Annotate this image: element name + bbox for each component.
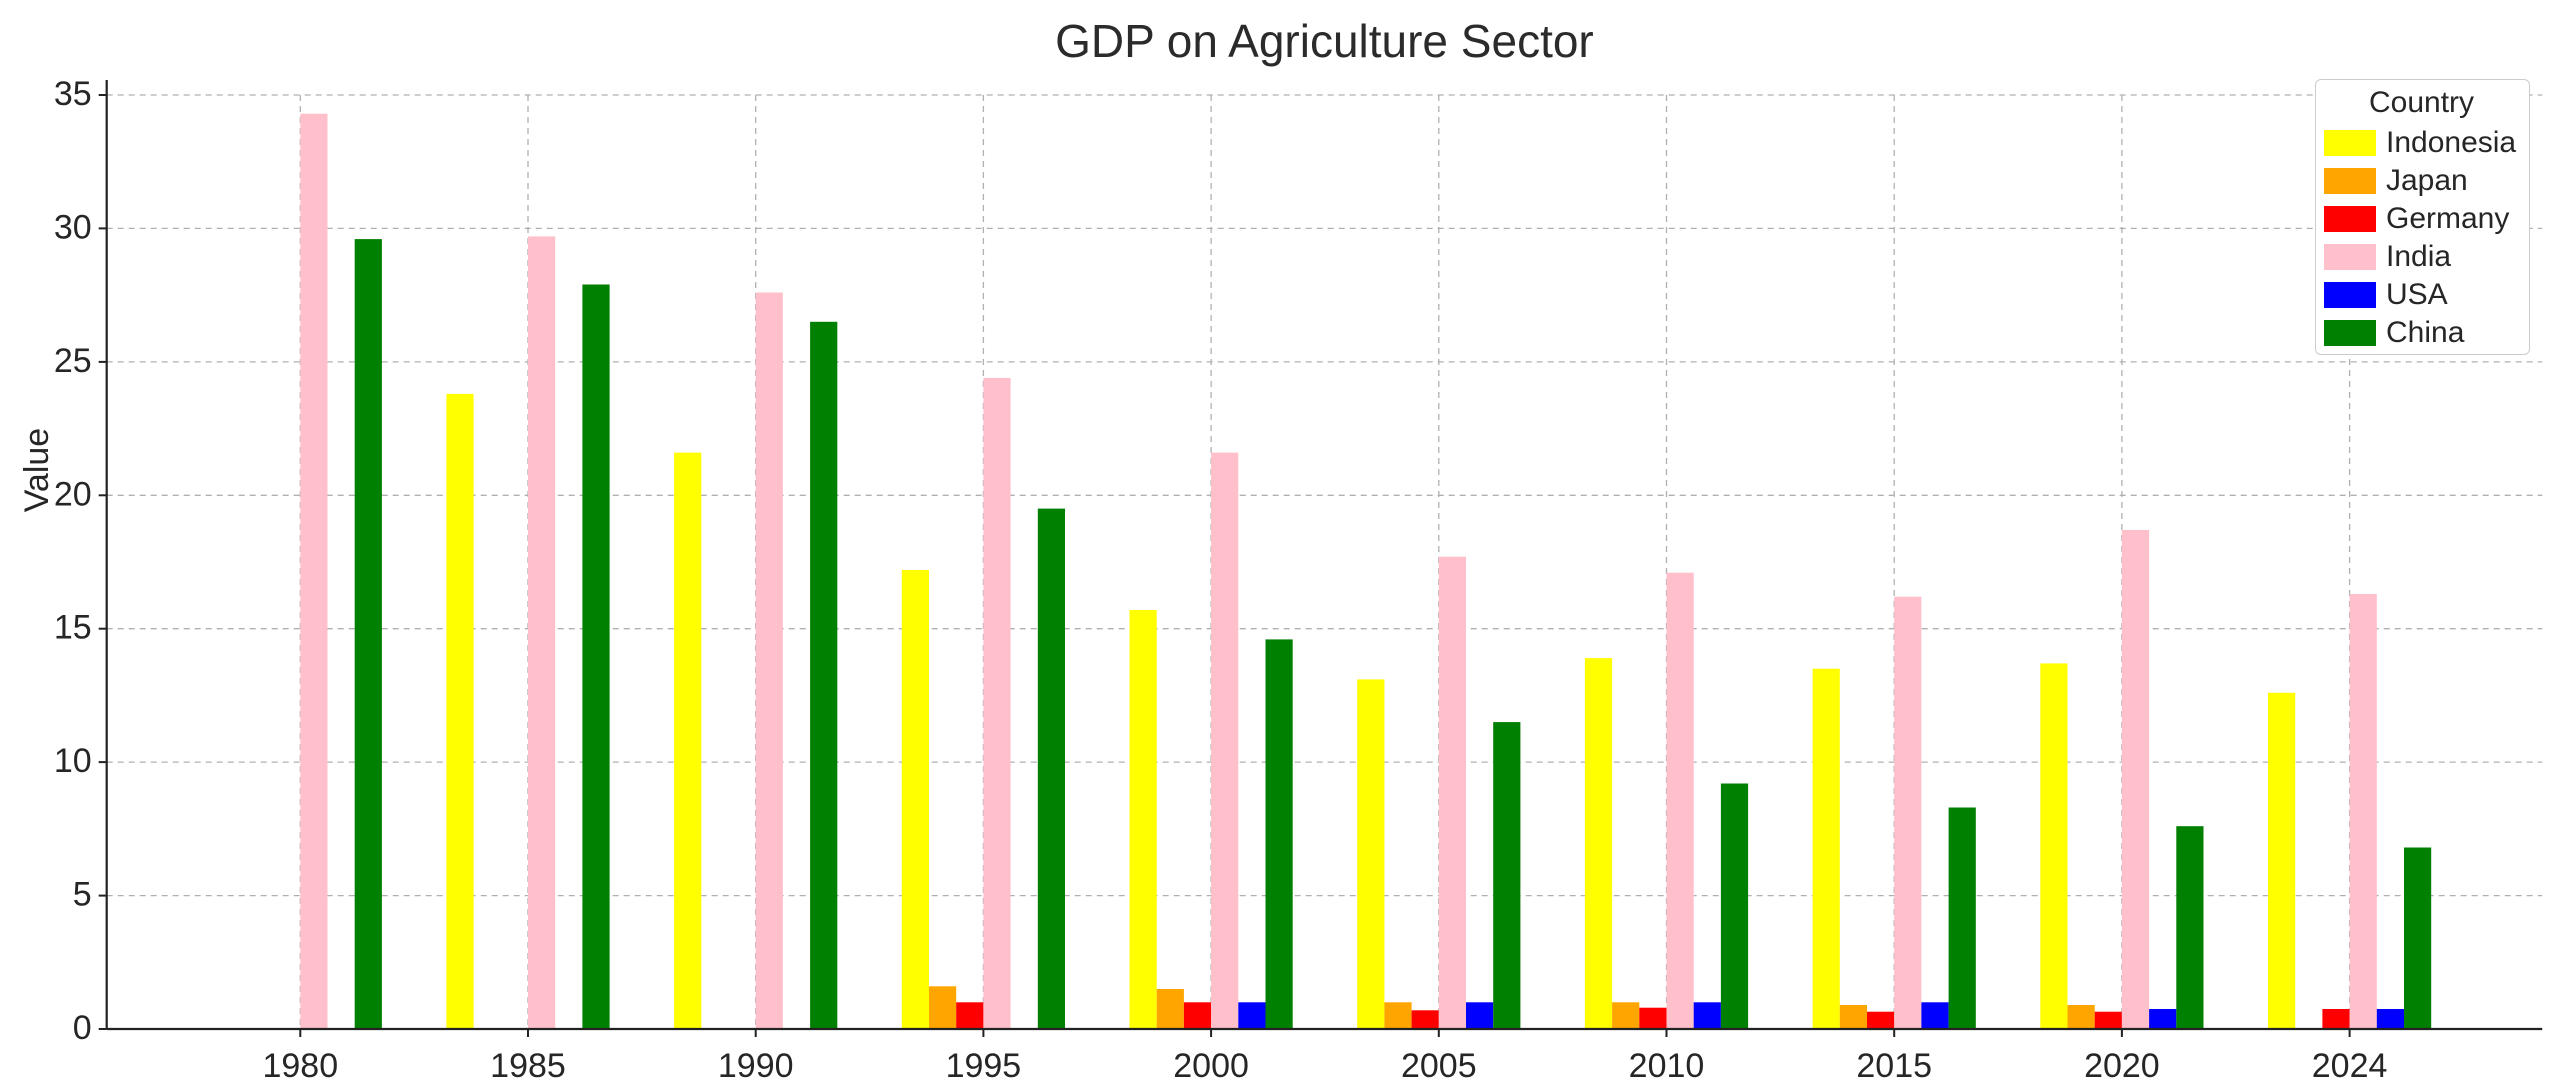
svg-text:2000: 2000 bbox=[1173, 1047, 1249, 1085]
svg-text:2005: 2005 bbox=[1401, 1047, 1477, 1085]
svg-text:2010: 2010 bbox=[1629, 1047, 1705, 1085]
svg-text:35: 35 bbox=[54, 75, 92, 113]
svg-text:30: 30 bbox=[54, 208, 92, 246]
svg-text:2015: 2015 bbox=[1856, 1047, 1932, 1085]
svg-text:20: 20 bbox=[54, 475, 92, 513]
svg-text:2024: 2024 bbox=[2312, 1047, 2388, 1085]
svg-text:5: 5 bbox=[73, 876, 92, 914]
svg-text:25: 25 bbox=[54, 342, 92, 380]
svg-text:1990: 1990 bbox=[718, 1047, 794, 1085]
svg-text:1995: 1995 bbox=[946, 1047, 1022, 1085]
svg-text:1980: 1980 bbox=[262, 1047, 338, 1085]
svg-text:10: 10 bbox=[54, 742, 92, 780]
svg-text:1985: 1985 bbox=[490, 1047, 566, 1085]
svg-text:2020: 2020 bbox=[2084, 1047, 2160, 1085]
svg-text:0: 0 bbox=[73, 1009, 92, 1047]
svg-text:15: 15 bbox=[54, 609, 92, 647]
